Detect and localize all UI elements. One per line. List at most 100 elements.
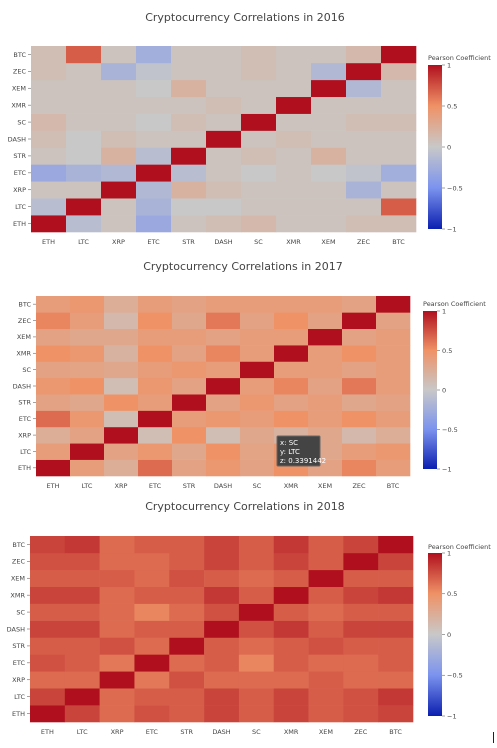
heatmap-cell[interactable] [308,620,344,638]
heatmap-cell[interactable] [240,443,275,460]
heatmap-cell[interactable] [343,637,379,655]
heatmap-cell[interactable] [64,552,100,571]
heatmap-cell[interactable] [134,637,170,655]
heatmap-cell[interactable] [378,552,414,571]
heatmap-cell[interactable] [171,147,207,165]
heatmap-cell[interactable] [238,552,275,571]
heatmap-cell[interactable] [204,569,240,588]
heatmap-cell[interactable] [31,181,67,199]
heatmap-cell[interactable] [346,198,382,216]
heatmap-cell[interactable] [30,654,66,672]
heatmap-cell[interactable] [274,328,309,346]
heatmap-cell[interactable] [99,603,135,621]
heatmap-cell[interactable] [136,181,172,199]
heatmap-cell[interactable] [376,459,411,477]
heatmap-cell[interactable] [274,361,309,379]
heatmap-cell[interactable] [138,394,173,411]
heatmap-cell[interactable] [134,688,170,706]
heatmap-cell[interactable] [99,586,135,604]
heatmap-cell[interactable] [238,536,275,554]
heatmap-cell[interactable] [101,79,137,98]
heatmap-cell[interactable] [134,654,170,672]
heatmap-cell[interactable] [64,536,100,554]
heatmap-cell[interactable] [134,569,170,588]
heatmap-cell[interactable] [346,181,382,199]
heatmap-cell[interactable] [206,328,241,346]
heatmap-cell[interactable] [138,410,173,428]
heatmap-cell[interactable] [343,552,379,571]
heatmap-cell[interactable] [376,361,411,379]
heatmap-cell[interactable] [36,459,71,477]
heatmap-cell[interactable] [171,130,207,148]
heatmap-cells-2016[interactable] [31,46,417,233]
heatmap-cell[interactable] [171,198,207,216]
heatmap-cell[interactable] [104,394,139,411]
heatmap-cell[interactable] [381,79,417,98]
heatmap-cell[interactable] [171,164,207,182]
heatmap-cell[interactable] [70,312,105,330]
heatmap-cell[interactable] [308,552,344,571]
heatmap-cell[interactable] [66,147,102,165]
heatmap-cell[interactable] [376,296,411,313]
heatmap-cell[interactable] [104,426,139,444]
heatmap-cell[interactable] [206,361,241,379]
heatmap-cell[interactable] [30,705,66,723]
heatmap-cell[interactable] [241,181,277,199]
heatmap-cell[interactable] [241,96,277,114]
heatmap-cell[interactable] [376,394,411,411]
heatmap-cell[interactable] [240,459,275,477]
heatmap-cell[interactable] [276,198,312,216]
heatmap-cell[interactable] [172,345,207,362]
heatmap-cell[interactable] [376,410,411,428]
heatmap-cell[interactable] [172,443,207,460]
heatmap-cell[interactable] [276,130,312,148]
heatmap-cell[interactable] [308,328,343,346]
heatmap-cell[interactable] [70,377,105,395]
heatmap-cell[interactable] [342,410,377,428]
heatmap-cell[interactable] [206,113,242,131]
heatmap-cell[interactable] [30,586,66,604]
heatmap-cell[interactable] [99,671,135,689]
heatmap-cell[interactable] [274,345,309,362]
heatmap-cell[interactable] [343,671,379,689]
heatmap-cell[interactable] [311,181,347,199]
heatmap-cell[interactable] [134,671,170,689]
heatmap-cell[interactable] [36,296,71,313]
heatmap-cell[interactable] [172,459,207,477]
heatmap-cell[interactable] [138,426,173,444]
heatmap-cell[interactable] [381,147,417,165]
heatmap-cell[interactable] [104,410,139,428]
heatmap-cell[interactable] [346,130,382,148]
heatmap-cell[interactable] [240,426,275,444]
heatmap-cell[interactable] [101,215,137,233]
heatmap-cell[interactable] [134,586,170,604]
heatmap-cell[interactable] [206,198,242,216]
heatmap-cell[interactable] [66,113,102,131]
heatmap-cell[interactable] [134,552,170,571]
heatmap-cell[interactable] [381,62,417,81]
heatmap-cell[interactable] [308,637,344,655]
heatmap-cell[interactable] [206,296,241,313]
heatmap-cell[interactable] [308,688,344,706]
heatmap-cell[interactable] [138,296,173,313]
heatmap-cell[interactable] [206,377,241,395]
heatmap-cell[interactable] [136,147,172,165]
heatmap-cell[interactable] [99,705,135,723]
heatmap-cell[interactable] [104,443,139,460]
heatmap-cell[interactable] [308,377,343,395]
heatmap-cell[interactable] [273,705,309,723]
heatmap-cell[interactable] [206,147,242,165]
heatmap-cell[interactable] [31,46,67,64]
heatmap-cell[interactable] [172,410,207,428]
heatmap-cell[interactable] [136,46,172,64]
heatmap-cell[interactable] [381,198,417,216]
heatmap-cell[interactable] [66,62,102,81]
heatmap-cell[interactable] [238,569,275,588]
heatmap-cell[interactable] [308,345,343,362]
heatmap-cell[interactable] [30,603,66,621]
heatmap-cell[interactable] [311,113,347,131]
heatmap-cell[interactable] [204,671,240,689]
heatmap-cell[interactable] [36,426,71,444]
heatmap-cell[interactable] [378,536,414,554]
heatmap-cell[interactable] [311,46,347,64]
